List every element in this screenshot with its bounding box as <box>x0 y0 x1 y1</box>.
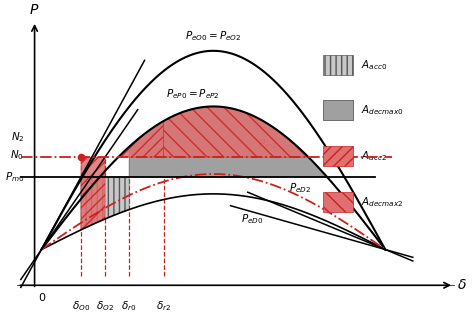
Text: $A_{decmax2}$: $A_{decmax2}$ <box>361 195 403 209</box>
Text: $\delta_{r2}$: $\delta_{r2}$ <box>156 299 171 313</box>
Text: $P_{eP0}=P_{eP2}$: $P_{eP0}=P_{eP2}$ <box>166 87 219 101</box>
Text: $A_{decmax0}$: $A_{decmax0}$ <box>361 104 404 117</box>
Text: $P_{eD2}$: $P_{eD2}$ <box>289 182 311 196</box>
Text: $\delta$: $\delta$ <box>457 278 467 292</box>
Text: $\delta_{O0}$: $\delta_{O0}$ <box>72 299 90 313</box>
Bar <box>323 146 353 166</box>
Bar <box>323 192 353 212</box>
Text: $P_{m0}$: $P_{m0}$ <box>5 170 24 184</box>
Text: $P_{m2}$: $P_{m2}$ <box>258 137 277 151</box>
Text: $P$: $P$ <box>29 3 40 17</box>
Bar <box>323 55 353 75</box>
Text: $N_0$: $N_0$ <box>10 148 24 162</box>
Bar <box>323 100 353 120</box>
Text: $0$: $0$ <box>38 291 46 303</box>
Text: $P_{eD0}$: $P_{eD0}$ <box>241 212 264 226</box>
Text: $A_{acc2}$: $A_{acc2}$ <box>361 149 387 163</box>
Text: $\delta_{O2}$: $\delta_{O2}$ <box>96 299 114 313</box>
Text: $N_2$: $N_2$ <box>10 130 24 144</box>
Text: $\delta_{r0}$: $\delta_{r0}$ <box>121 299 137 313</box>
Text: $P_{eO0}=P_{eO2}$: $P_{eO0}=P_{eO2}$ <box>185 29 242 43</box>
Text: $A_{acc0}$: $A_{acc0}$ <box>361 58 387 72</box>
